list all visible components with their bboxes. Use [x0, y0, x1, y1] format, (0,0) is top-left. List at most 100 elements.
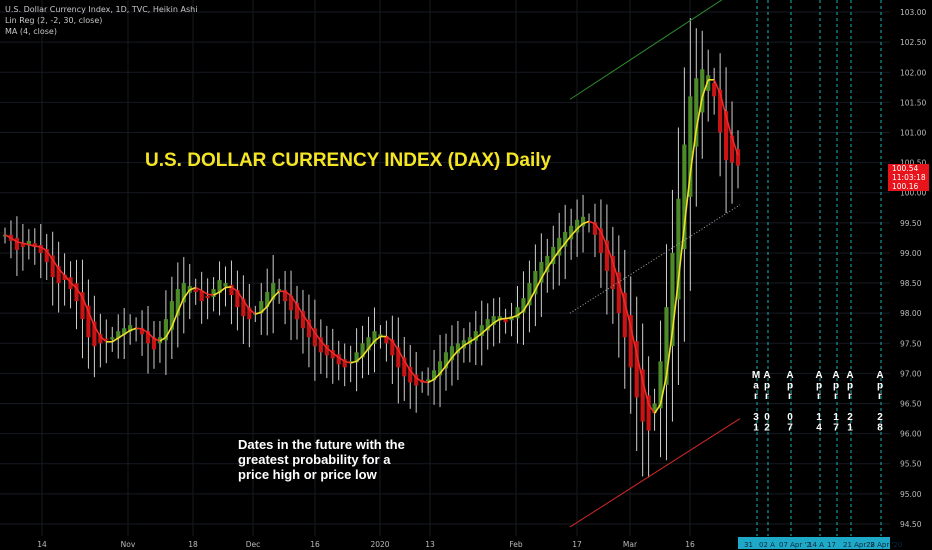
moving-average-segment — [34, 245, 41, 248]
candle-body — [718, 89, 723, 133]
candle-body — [92, 321, 97, 347]
chart-title: U.S. DOLLAR CURRENCY INDEX (DAX) Daily — [145, 150, 552, 171]
candle-body — [312, 328, 317, 347]
moving-average-segment — [290, 295, 298, 306]
x-tick-label: 2020 — [370, 540, 389, 549]
candle-body — [712, 83, 717, 97]
moving-average-segment — [236, 290, 245, 301]
candle-body — [20, 243, 25, 247]
candle-body — [694, 78, 699, 147]
candle-body — [265, 292, 270, 308]
candle-body — [610, 255, 615, 290]
future-date-char: A — [786, 370, 793, 381]
moving-average-segment — [159, 336, 167, 342]
moving-average-segment — [367, 340, 376, 350]
y-tick-label: 101.00 — [900, 128, 926, 137]
moving-average-segment — [552, 250, 560, 260]
moving-average-segment — [528, 289, 537, 302]
legend-symbol-line[interactable]: U.S. Dollar Currency Index, 1D, TVC, Hei… — [5, 5, 198, 14]
moving-average-segment — [308, 323, 316, 334]
candle-body — [431, 370, 437, 381]
future-date-char: A — [846, 370, 853, 381]
moving-average-segment — [4, 234, 12, 239]
annotation-note: Dates in the future with the greatest pr… — [238, 437, 478, 482]
moving-average-segment — [415, 377, 423, 383]
moving-average-segment — [338, 356, 346, 363]
candle-body — [116, 331, 121, 339]
indicator-legend: U.S. Dollar Currency Index, 1D, TVC, Hei… — [5, 4, 197, 37]
moving-average-segment — [129, 327, 137, 332]
candle-body — [318, 337, 323, 353]
candle-body — [723, 111, 729, 161]
candle-body — [122, 328, 127, 335]
candle-body — [169, 301, 174, 330]
candle-body — [622, 292, 627, 338]
moving-average-segment — [123, 329, 131, 335]
candle-body — [592, 222, 598, 235]
legend-ma-line[interactable]: MA (4, close) — [5, 27, 57, 36]
moving-average-segment — [195, 286, 203, 292]
candle-body — [479, 325, 484, 337]
candle-body — [306, 319, 312, 338]
moving-average-segment — [641, 380, 650, 405]
candle-body — [283, 290, 288, 302]
price-axis-bg — [890, 0, 932, 550]
x-tick-label: 13 — [425, 540, 435, 549]
moving-average-segment — [665, 331, 674, 376]
moving-average-segment — [635, 353, 644, 382]
candle-body — [139, 328, 145, 335]
candle-body — [151, 337, 157, 350]
candle-body — [467, 337, 472, 345]
candle-body — [539, 261, 544, 283]
moving-average-segment — [219, 286, 226, 293]
y-tick-label: 95.00 — [900, 490, 922, 499]
future-date-char: 4 — [816, 423, 822, 434]
moving-average-segment — [326, 347, 334, 354]
moving-average-segment — [272, 290, 280, 298]
candle-body — [247, 307, 252, 320]
legend-linreg-line[interactable]: Lin Reg (2, -2, 30, close) — [5, 16, 103, 25]
candle-body — [271, 283, 276, 300]
candle-body — [259, 301, 264, 314]
candle-body — [414, 374, 419, 386]
candle-body — [229, 284, 234, 296]
candle-body — [223, 283, 228, 287]
moving-average-segment — [499, 317, 506, 320]
x-tick-label: Dec — [246, 540, 261, 549]
candle-body — [664, 307, 669, 385]
future-axis-label: 21 Apr '2 — [843, 541, 875, 549]
candle-body — [98, 333, 103, 344]
x-tick-label: Nov — [121, 540, 136, 549]
candle-body — [676, 198, 681, 300]
moving-average-segment — [320, 340, 328, 349]
candle-body — [485, 319, 490, 331]
moving-average-segment — [225, 286, 232, 289]
y-tick-label: 97.50 — [900, 339, 922, 348]
y-tick-label: 96.50 — [900, 400, 922, 409]
candle-body — [193, 289, 198, 293]
moving-average-segment — [332, 352, 340, 359]
moving-average-segment — [40, 246, 48, 252]
future-date-char: p — [764, 381, 770, 392]
moving-average-segment — [242, 299, 251, 310]
moving-average-segment — [618, 281, 626, 303]
candle-body — [515, 307, 520, 319]
candle-body — [372, 331, 377, 344]
candle-body — [145, 331, 151, 344]
moving-average-segment — [302, 314, 310, 325]
moving-average-segment — [344, 360, 351, 364]
candle-body — [56, 266, 61, 284]
candle-body — [449, 346, 455, 361]
candle-body — [497, 316, 502, 321]
candle-body — [616, 272, 621, 314]
moving-average-segment — [16, 241, 24, 244]
candle-body — [545, 255, 550, 273]
candle-body — [575, 219, 580, 233]
future-date-char: A — [815, 370, 822, 381]
candle-body — [199, 290, 204, 302]
future-date-char: M — [752, 370, 760, 381]
candle-body — [646, 395, 651, 431]
candle-body — [104, 338, 109, 341]
